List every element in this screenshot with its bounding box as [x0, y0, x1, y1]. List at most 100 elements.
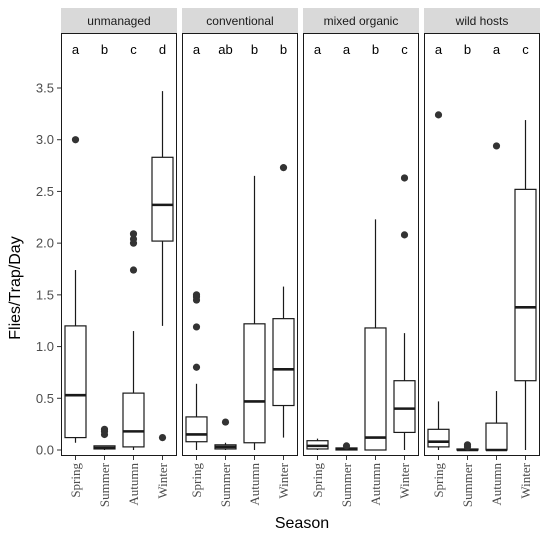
significance-letter: a [72, 42, 80, 57]
facet-strip-label: unmanaged [87, 14, 150, 28]
outlier-point [129, 230, 138, 238]
significance-letter: a [314, 42, 322, 57]
x-tick-label: Spring [310, 463, 325, 498]
outlier-point [492, 142, 501, 150]
iqr-box [514, 188, 537, 382]
significance-letter: c [130, 42, 137, 57]
facet-strip-label: mixed organic [324, 14, 399, 28]
boxplot-autumn: c [122, 42, 145, 450]
facet-strip-label: conventional [206, 14, 273, 28]
iqr-box [393, 380, 416, 434]
x-tick-label: Winter [276, 462, 291, 498]
boxplot-summer: b [93, 42, 116, 450]
significance-letter: b [280, 42, 287, 57]
facet-strip-label: wild hosts [455, 14, 509, 28]
x-tick-label: Spring [68, 463, 83, 498]
x-tick-label: Spring [431, 463, 446, 498]
boxplot-summer: a [335, 42, 358, 451]
boxplot-spring: a [306, 42, 329, 450]
boxplot-summer: ab [214, 42, 237, 450]
y-tick-label: 1.0 [36, 339, 54, 354]
significance-letter: a [343, 42, 351, 57]
outlier-point [400, 231, 409, 239]
outlier-point [434, 111, 443, 119]
outlier-point [400, 174, 409, 182]
x-tick-label: Autumn [368, 463, 383, 506]
significance-letter: d [159, 42, 166, 57]
y-axis-title: Flies/Trap/Day [7, 236, 24, 339]
outlier-point [192, 363, 201, 371]
boxplot-autumn: a [485, 42, 508, 452]
outlier-point [158, 433, 167, 442]
x-tick-label: Spring [189, 463, 204, 498]
iqr-box [364, 327, 387, 451]
x-tick-label: Summer [97, 462, 112, 507]
iqr-box [243, 323, 266, 444]
iqr-box [122, 392, 145, 448]
iqr-box [64, 325, 87, 439]
outlier-point [342, 442, 351, 450]
x-axis-title: Season [275, 515, 329, 532]
iqr-box [151, 156, 174, 242]
facet-strip [303, 8, 419, 33]
x-tick-label: Autumn [247, 463, 262, 506]
iqr-box [272, 318, 295, 407]
boxplot-autumn: b [243, 42, 266, 450]
boxplot-summer: b [456, 42, 479, 452]
outlier-point [279, 164, 288, 172]
x-tick-label: Winter [155, 462, 170, 498]
significance-letter: c [401, 42, 408, 57]
facet-panel-wild-hosts: wild hosts a Spring b Summer a Autumn c Winter [424, 8, 540, 507]
facet-strip [182, 8, 298, 33]
iqr-box [185, 416, 208, 443]
facet-panel-unmanaged: unmanaged a Spring b Summer c Autumn d Winter [61, 8, 177, 507]
y-tick-label: 1.5 [36, 287, 54, 302]
significance-letter: b [251, 42, 258, 57]
significance-letter: b [372, 42, 379, 57]
y-tick-label: 0.5 [36, 391, 54, 406]
facet-strip [424, 8, 540, 33]
boxplot-winter: c [393, 42, 416, 450]
outlier-point [100, 425, 109, 433]
y-tick-label: 2.0 [36, 236, 54, 251]
significance-letter: b [101, 42, 108, 57]
outlier-point [192, 323, 201, 331]
x-tick-label: Summer [460, 462, 475, 507]
outlier-point [221, 418, 230, 426]
y-tick-label: 3.0 [36, 132, 54, 147]
y-tick-label: 0.0 [36, 443, 54, 458]
significance-letter: c [522, 42, 529, 57]
y-tick-label: 3.5 [36, 81, 54, 96]
boxplot-spring: a [64, 42, 87, 443]
significance-letter: a [435, 42, 443, 57]
significance-letter: a [493, 42, 501, 57]
facet-panels: unmanagedaSpringbSummercAutumndWintercon… [61, 8, 540, 507]
x-tick-label: Autumn [489, 463, 504, 506]
boxplot-autumn: b [364, 42, 387, 451]
facet-panel-conventional: conventional a Spring ab Summer b Autumn b Winte… [182, 8, 298, 507]
facet-panel-mixed-organic: mixed organicaSpringaSummerbAutumncWinte… [303, 8, 419, 507]
y-axis: 0.0 0.5 1.0 1.5 2.0 2.5 3.0 3.5 [36, 81, 61, 458]
x-tick-label: Summer [339, 462, 354, 507]
y-tick-label: 2.5 [36, 184, 54, 199]
x-tick-label: Autumn [126, 463, 141, 506]
iqr-box [485, 422, 508, 451]
boxplot-winter: c [514, 42, 537, 450]
facet-strip [61, 8, 177, 33]
outlier-point [129, 266, 138, 274]
iqr-box [427, 428, 450, 448]
boxplot-spring: a [427, 42, 450, 450]
boxplot-winter: d [151, 42, 174, 442]
x-tick-label: Summer [218, 462, 233, 507]
significance-letter: ab [218, 42, 232, 57]
outlier-point [192, 291, 201, 299]
significance-letter: b [464, 42, 471, 57]
outlier-point [71, 136, 80, 144]
boxplot-winter: b [272, 42, 295, 438]
significance-letter: a [193, 42, 201, 57]
outlier-point [129, 235, 138, 243]
boxplot-spring: a [185, 42, 208, 450]
outlier-point [463, 441, 472, 449]
x-tick-label: Winter [397, 462, 412, 498]
